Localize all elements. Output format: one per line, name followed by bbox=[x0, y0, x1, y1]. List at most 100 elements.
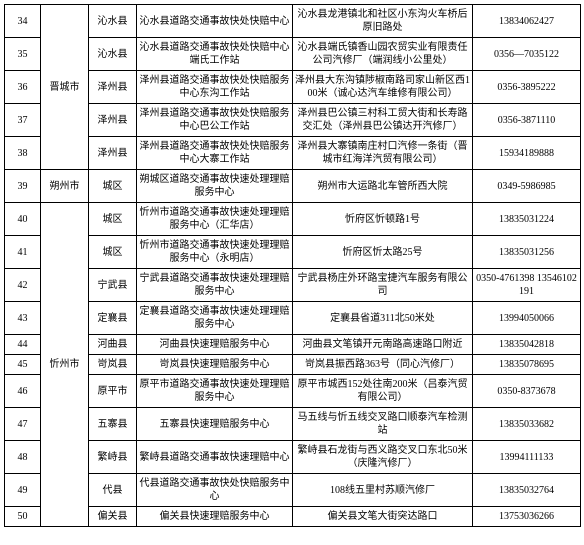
cell-district: 泽州县 bbox=[89, 137, 137, 170]
cell-name: 原平市道路交通事故快速处理理赔服务中心 bbox=[137, 375, 293, 408]
table-row: 42 宁武县宁武县道路交通事故快速处理理赔服务中心宁武县杨庄外环路宝捷汽车服务有限… bbox=[5, 269, 581, 302]
cell-name: 沁水县道路交通事故快处快赔中心 bbox=[137, 5, 293, 38]
cell-phone: 13835033682 bbox=[473, 408, 581, 441]
cell-district: 泽州县 bbox=[89, 104, 137, 137]
cell-address: 繁峙县石龙街与西义路交叉口东北50米（庆隆汽修厂） bbox=[293, 441, 473, 474]
cell-district: 宁武县 bbox=[89, 269, 137, 302]
cell-phone: 15934189888 bbox=[473, 137, 581, 170]
table-row: 41城区忻州市道路交通事故快速处理理赔服务中心（永明店）忻府区忻太路25号138… bbox=[5, 236, 581, 269]
table-body: 34晋城市沁水县沁水县道路交通事故快处快赔中心沁水县龙港镇北和社区小东沟火车桥后… bbox=[5, 5, 581, 527]
cell-name: 忻州市道路交通事故快速处理理赔服务中心（汇华店） bbox=[137, 203, 293, 236]
table-row: 46 原平市原平市道路交通事故快速处理理赔服务中心原平市城西152处往南200米（… bbox=[5, 375, 581, 408]
cell-address: 河曲县文笔镇开元南路高速路口附近 bbox=[293, 335, 473, 355]
cell-phone: 0350-8373678 bbox=[473, 375, 581, 408]
cell-phone: 13994050066 bbox=[473, 302, 581, 335]
cell-index: 49 bbox=[5, 474, 41, 507]
cell-address: 泽州县巴公镇三村科工贸大街和长寿路交汇处（泽州县巴公镇达开汽修厂） bbox=[293, 104, 473, 137]
cell-district: 城区 bbox=[89, 170, 137, 203]
cell-name: 五寨县快速理赔服务中心 bbox=[137, 408, 293, 441]
cell-address: 偏关县文笔大街突达路口 bbox=[293, 507, 473, 527]
cell-name: 忻州市道路交通事故快速处理理赔服务中心（永明店） bbox=[137, 236, 293, 269]
cell-district: 河曲县 bbox=[89, 335, 137, 355]
table-row: 50偏关县偏关县快速理赔服务中心偏关县文笔大街突达路口13753036266 bbox=[5, 507, 581, 527]
cell-phone: 13994111133 bbox=[473, 441, 581, 474]
cell-city: 朔州市 bbox=[41, 170, 89, 203]
cell-phone: 0350-4761398 13546102191 bbox=[473, 269, 581, 302]
service-center-table: 34晋城市沁水县沁水县道路交通事故快处快赔中心沁水县龙港镇北和社区小东沟火车桥后… bbox=[4, 4, 581, 527]
cell-address: 沁水县龙港镇北和社区小东沟火车桥后原旧路处 bbox=[293, 5, 473, 38]
cell-address: 108线五里村苏顺汽修厂 bbox=[293, 474, 473, 507]
cell-district: 定襄县 bbox=[89, 302, 137, 335]
table-row: 39朔州市城区朔城区道路交通事故快速处理理赔服务中心朔州市大运路北车管所西大院0… bbox=[5, 170, 581, 203]
cell-index: 46 bbox=[5, 375, 41, 408]
cell-district: 繁峙县 bbox=[89, 441, 137, 474]
cell-address: 岢岚县振西路363号（同心汽修厂） bbox=[293, 355, 473, 375]
cell-index: 35 bbox=[5, 38, 41, 71]
cell-city: 忻州市 bbox=[41, 203, 89, 527]
cell-index: 48 bbox=[5, 441, 41, 474]
cell-name: 朔城区道路交通事故快速处理理赔服务中心 bbox=[137, 170, 293, 203]
table-row: 48 繁峙县繁峙县道路交通事故快速理赔中心繁峙县石龙街与西义路交叉口东北50米（庆… bbox=[5, 441, 581, 474]
table-row: 47 五寨县五寨县快速理赔服务中心马五线与忻五线交叉路口顺泰汽车检测站138350… bbox=[5, 408, 581, 441]
cell-address: 定襄县省道311北50米处 bbox=[293, 302, 473, 335]
cell-name: 繁峙县道路交通事故快速理赔中心 bbox=[137, 441, 293, 474]
cell-phone: 0356-3895222 bbox=[473, 71, 581, 104]
cell-district: 沁水县 bbox=[89, 5, 137, 38]
cell-address: 泽州县大东沟镇陟椒南路司家山新区西100米（诚心达汽车维修有限公司） bbox=[293, 71, 473, 104]
cell-name: 河曲县快速理赔服务中心 bbox=[137, 335, 293, 355]
cell-district: 五寨县 bbox=[89, 408, 137, 441]
cell-name: 代县道路交通事故快处快赔服务中心 bbox=[137, 474, 293, 507]
cell-district: 城区 bbox=[89, 203, 137, 236]
cell-address: 马五线与忻五线交叉路口顺泰汽车检测站 bbox=[293, 408, 473, 441]
cell-phone: 13835042818 bbox=[473, 335, 581, 355]
cell-address: 泽州县大寨镇南庄村口汽修一条街（晋城市红海洋汽贸有限公司） bbox=[293, 137, 473, 170]
table-row: 34晋城市沁水县沁水县道路交通事故快处快赔中心沁水县龙港镇北和社区小东沟火车桥后… bbox=[5, 5, 581, 38]
table-row: 40忻州市城区忻州市道路交通事故快速处理理赔服务中心（汇华店）忻府区忻顿路1号1… bbox=[5, 203, 581, 236]
cell-address: 忻府区忻太路25号 bbox=[293, 236, 473, 269]
table-row: 37 泽州县泽州县道路交通事故快处快赔服务中心巴公工作站泽州县巴公镇三村科工贸大街… bbox=[5, 104, 581, 137]
cell-district: 代县 bbox=[89, 474, 137, 507]
cell-address: 宁武县杨庄外环路宝捷汽车服务有限公司 bbox=[293, 269, 473, 302]
table-row: 35 沁水县沁水县道路交通事故快处快赔中心端氏工作站沁水县端氏镇香山园农贸实业有限… bbox=[5, 38, 581, 71]
cell-index: 39 bbox=[5, 170, 41, 203]
cell-name: 岢岚县快速理赔服务中心 bbox=[137, 355, 293, 375]
cell-phone: 13753036266 bbox=[473, 507, 581, 527]
cell-address: 沁水县端氏镇香山园农贸实业有限责任公司汽修厂（端润线小公里处） bbox=[293, 38, 473, 71]
cell-district: 泽州县 bbox=[89, 71, 137, 104]
cell-address: 原平市城西152处往南200米（吕泰汽贸有限公司） bbox=[293, 375, 473, 408]
cell-index: 42 bbox=[5, 269, 41, 302]
cell-address: 忻府区忻顿路1号 bbox=[293, 203, 473, 236]
cell-index: 38 bbox=[5, 137, 41, 170]
cell-name: 泽州县道路交通事故快处快赔服务中心大寨工作站 bbox=[137, 137, 293, 170]
cell-district: 岢岚县 bbox=[89, 355, 137, 375]
cell-name: 定襄县道路交通事故快速处理理赔服务中心 bbox=[137, 302, 293, 335]
cell-district: 偏关县 bbox=[89, 507, 137, 527]
cell-name: 宁武县道路交通事故快速处理理赔服务中心 bbox=[137, 269, 293, 302]
cell-index: 43 bbox=[5, 302, 41, 335]
cell-index: 44 bbox=[5, 335, 41, 355]
cell-index: 47 bbox=[5, 408, 41, 441]
cell-address: 朔州市大运路北车管所西大院 bbox=[293, 170, 473, 203]
cell-phone: 0349-5986985 bbox=[473, 170, 581, 203]
cell-phone: 0356—7035122 bbox=[473, 38, 581, 71]
cell-name: 沁水县道路交通事故快处快赔中心端氏工作站 bbox=[137, 38, 293, 71]
cell-phone: 13834062427 bbox=[473, 5, 581, 38]
table-row: 44 河曲县河曲县快速理赔服务中心河曲县文笔镇开元南路高速路口附近13835042… bbox=[5, 335, 581, 355]
cell-phone: 13835078695 bbox=[473, 355, 581, 375]
cell-name: 泽州县道路交通事故快处快赔服务中心东沟工作站 bbox=[137, 71, 293, 104]
table-row: 38 泽州县泽州县道路交通事故快处快赔服务中心大寨工作站泽州县大寨镇南庄村口汽修一… bbox=[5, 137, 581, 170]
cell-index: 41 bbox=[5, 236, 41, 269]
cell-index: 40 bbox=[5, 203, 41, 236]
cell-index: 45 bbox=[5, 355, 41, 375]
cell-phone: 13835031256 bbox=[473, 236, 581, 269]
cell-city: 晋城市 bbox=[41, 5, 89, 170]
cell-index: 34 bbox=[5, 5, 41, 38]
cell-index: 36 bbox=[5, 71, 41, 104]
cell-name: 偏关县快速理赔服务中心 bbox=[137, 507, 293, 527]
table-row: 43 定襄县定襄县道路交通事故快速处理理赔服务中心定襄县省道311北50米处139… bbox=[5, 302, 581, 335]
cell-district: 原平市 bbox=[89, 375, 137, 408]
cell-district: 沁水县 bbox=[89, 38, 137, 71]
cell-index: 37 bbox=[5, 104, 41, 137]
cell-name: 泽州县道路交通事故快处快赔服务中心巴公工作站 bbox=[137, 104, 293, 137]
cell-phone: 0356-3871110 bbox=[473, 104, 581, 137]
